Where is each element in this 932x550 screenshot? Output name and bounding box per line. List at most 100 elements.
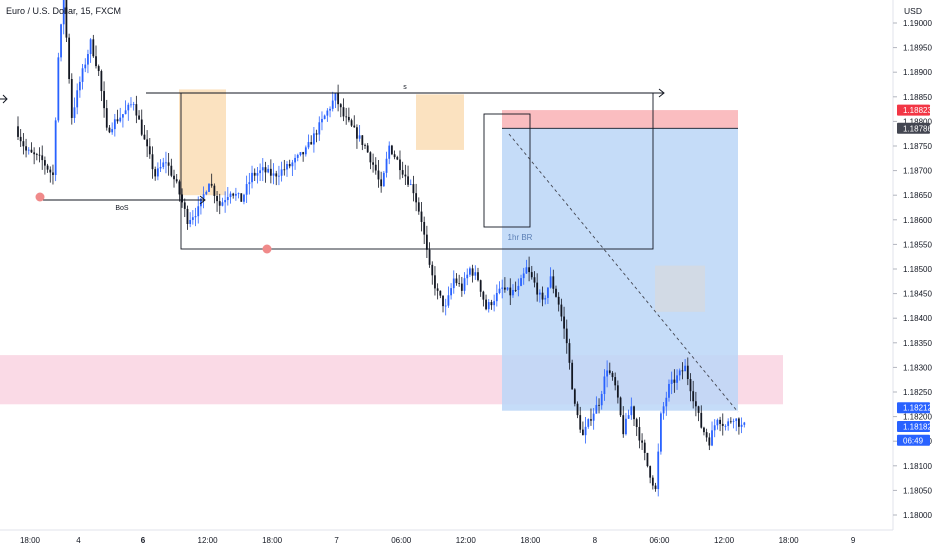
breaker-box — [483, 113, 531, 228]
candle — [323, 114, 326, 120]
price-tick-label: 1.18000 — [903, 511, 932, 520]
price-label-stop-bg — [897, 104, 930, 116]
candle — [635, 417, 638, 437]
candle-body — [442, 295, 444, 307]
bos-label: BoS — [115, 205, 129, 212]
candle-body — [738, 418, 740, 427]
candle-body — [108, 127, 111, 133]
candle-body — [711, 430, 713, 446]
price-label-entry-bg — [897, 122, 930, 134]
candle-body — [62, 0, 65, 25]
candle — [544, 295, 547, 305]
candle-body — [576, 403, 579, 416]
candle — [205, 190, 208, 196]
candle-body — [296, 154, 299, 158]
candle — [393, 150, 396, 160]
candle-body — [339, 104, 342, 108]
candle-body — [130, 104, 132, 106]
candle-body — [234, 193, 237, 196]
candle-body — [630, 406, 633, 416]
candle — [221, 197, 224, 207]
candle — [520, 274, 522, 287]
candle — [407, 165, 409, 187]
time-tick-label: 06:00 — [391, 536, 412, 545]
candle — [302, 151, 305, 162]
candle-body — [571, 362, 574, 390]
candle-body — [385, 158, 388, 173]
candle-body — [310, 142, 313, 145]
candle — [657, 443, 660, 497]
candle — [261, 158, 264, 182]
candle-body — [54, 120, 57, 176]
price-tick-label: 1.18050 — [903, 486, 932, 495]
candle — [460, 276, 463, 297]
candle-body — [579, 415, 582, 430]
candle — [660, 411, 662, 455]
price-tick-label: 1.18700 — [903, 167, 932, 176]
candle — [391, 144, 393, 156]
candle — [143, 125, 146, 140]
candle — [565, 319, 568, 354]
candle-body — [33, 152, 36, 155]
candle-body — [743, 422, 746, 425]
candle — [60, 23, 62, 62]
candle-body — [259, 170, 261, 174]
candle — [439, 290, 442, 299]
candle — [307, 134, 310, 150]
candle — [283, 159, 286, 176]
candle — [614, 372, 617, 391]
candle-body — [487, 302, 490, 310]
candle-body — [547, 287, 549, 298]
candle — [474, 265, 477, 280]
candle — [89, 38, 92, 63]
candle — [103, 81, 105, 118]
candle — [30, 142, 33, 153]
candle — [65, 0, 68, 43]
candle-body — [264, 167, 267, 173]
candle-body — [329, 108, 331, 111]
candle-body — [148, 146, 151, 155]
candle-body — [415, 193, 418, 203]
candle — [267, 164, 270, 174]
candle-body — [450, 288, 452, 296]
candle — [482, 290, 485, 307]
candle-body — [68, 37, 71, 80]
candle — [735, 418, 738, 432]
time-tick-label: 18:00 — [779, 536, 800, 545]
candle — [116, 109, 119, 124]
price-tick-label: 1.18550 — [903, 240, 932, 249]
candle — [436, 283, 439, 300]
time-axis[interactable]: 18:00 4 6 12:00 18:00 7 06:00 12:00 18:00 8 06:00 1… — [20, 536, 856, 545]
candle — [651, 475, 654, 490]
candle-body — [92, 39, 95, 57]
candle-body — [253, 172, 256, 176]
price-label-last1-bg — [897, 402, 930, 414]
candle-body — [89, 39, 92, 55]
candle — [124, 100, 127, 115]
candle-body — [269, 168, 272, 176]
candle — [509, 278, 512, 306]
price-axis[interactable]: 1.190001.189501.189001.188501.188001.187… — [893, 19, 932, 520]
candle-body — [740, 424, 743, 427]
time-tick-label: 18:00 — [262, 536, 283, 545]
candle — [399, 150, 401, 180]
candle-body — [302, 152, 305, 155]
candle-body — [138, 115, 140, 120]
candle-body — [232, 193, 235, 196]
candle — [127, 102, 130, 121]
candle-body — [229, 193, 232, 198]
price-label-last2-bg — [897, 420, 930, 432]
candle-body — [654, 485, 657, 490]
candle — [33, 147, 36, 165]
candle-body — [463, 278, 466, 291]
candle — [87, 49, 89, 74]
candle — [76, 83, 79, 115]
candle — [469, 266, 471, 277]
candle-body — [506, 287, 509, 290]
candle-body — [240, 193, 243, 202]
candle — [272, 163, 275, 185]
range-low-marker — [262, 244, 272, 254]
candle — [46, 163, 49, 173]
candle — [668, 379, 670, 402]
